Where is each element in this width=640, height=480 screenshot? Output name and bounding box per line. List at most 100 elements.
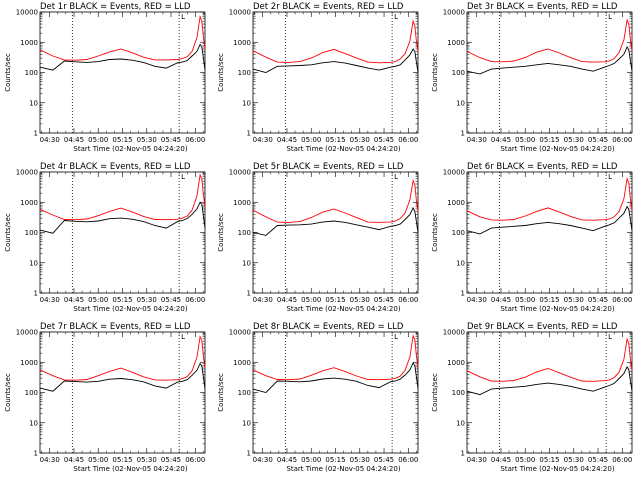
x-tick-label: 06:00 (612, 136, 632, 144)
y-tick-label: 10000 (16, 169, 38, 177)
y-tick-label: 10000 (16, 329, 38, 337)
panel-title: Det 9r BLACK = Events, RED = LLD (467, 322, 618, 332)
y-axis-label: Counts/sec (431, 213, 439, 252)
plot-frame (252, 331, 419, 454)
panel-5-svg: Det 5r BLACK = Events, RED = LLD 1 10 100 10… (217, 162, 419, 313)
detector-panel-1: Det 1r BLACK = Events, RED = LLD 1 10 100 10… (0, 0, 213, 160)
marker-flag: L (181, 173, 185, 181)
panel-title: Det 2r BLACK = Events, RED = LLD (253, 2, 404, 12)
x-tick-label: 06:00 (185, 296, 205, 304)
y-axis-label: Counts/sec (4, 213, 12, 252)
y-tick-label: 1 (247, 290, 251, 298)
x-axis-label: Start Time (02-Nov-05 04:24:20) (286, 305, 400, 313)
x-tick-label: 05:00 (515, 296, 535, 304)
series-line-events (466, 45, 633, 75)
x-tick-label: 05:30 (137, 296, 157, 304)
x-axis-label: Start Time (02-Nov-05 04:24:20) (500, 465, 614, 473)
x-tick-label: 05:30 (137, 456, 157, 464)
y-tick-label: 100 (25, 229, 38, 237)
series-line-lld (252, 19, 419, 64)
detector-panel-9: Det 9r BLACK = Events, RED = LLD 1 10 100 10… (427, 320, 640, 480)
panel-title: Det 1r BLACK = Events, RED = LLD (40, 2, 191, 12)
x-tick-label: 06:00 (612, 296, 632, 304)
series-line-lld (252, 334, 419, 381)
x-tick-label: 05:00 (515, 136, 535, 144)
y-tick-label: 1 (34, 290, 38, 298)
detector-panel-6: Det 6r BLACK = Events, RED = LLD 1 10 100 10… (427, 160, 640, 320)
y-tick-label: 1000 (20, 199, 38, 207)
y-axis-label: Counts/sec (4, 373, 12, 412)
x-tick-label: 04:45 (277, 296, 297, 304)
y-tick-label: 1000 (233, 359, 251, 367)
y-tick-label: 10 (242, 419, 251, 427)
x-tick-label: 05:00 (301, 136, 321, 144)
panel-title: Det 8r BLACK = Events, RED = LLD (253, 322, 404, 332)
x-tick-label: 04:45 (64, 456, 84, 464)
x-tick-label: 05:00 (301, 456, 321, 464)
y-tick-label: 10 (456, 99, 465, 107)
series-line-events (39, 43, 206, 71)
y-tick-label: 10000 (229, 169, 251, 177)
x-tick-label: 05:45 (161, 296, 181, 304)
marker-flag: L (608, 13, 612, 21)
y-tick-label: 1 (461, 450, 465, 458)
x-tick-label: 06:00 (398, 136, 418, 144)
detector-panel-7: Det 7r BLACK = Events, RED = LLD 1 10 100 10… (0, 320, 213, 480)
series-line-lld (39, 14, 206, 61)
x-tick-label: 04:30 (467, 136, 487, 144)
plot-frame (39, 171, 206, 294)
x-tick-label: 05:15 (539, 456, 559, 464)
x-tick-label: 04:30 (253, 296, 273, 304)
marker-flag: L (394, 173, 398, 181)
plot-frame (39, 11, 206, 134)
series-line-events (252, 361, 419, 394)
x-tick-label: 05:00 (515, 456, 535, 464)
x-axis-label: Start Time (02-Nov-05 04:24:20) (500, 145, 614, 153)
x-tick-label: 05:45 (588, 456, 608, 464)
y-tick-label: 1 (34, 130, 38, 138)
x-tick-label: 06:00 (185, 136, 205, 144)
x-tick-label: 06:00 (612, 456, 632, 464)
y-tick-label: 1 (247, 130, 251, 138)
y-tick-label: 1 (247, 450, 251, 458)
panel-9-svg: Det 9r BLACK = Events, RED = LLD 1 10 100 10… (431, 322, 633, 473)
panel-title: Det 4r BLACK = Events, RED = LLD (40, 162, 191, 172)
y-tick-label: 1000 (20, 39, 38, 47)
y-tick-label: 10 (242, 99, 251, 107)
x-tick-label: 05:00 (301, 296, 321, 304)
y-tick-label: 100 (238, 229, 251, 237)
x-tick-label: 05:15 (112, 136, 132, 144)
y-tick-label: 10 (29, 259, 38, 267)
x-axis-label: Start Time (02-Nov-05 04:24:20) (73, 305, 187, 313)
x-tick-label: 06:00 (398, 296, 418, 304)
y-tick-label: 1000 (20, 359, 38, 367)
series-line-events (39, 362, 206, 392)
x-tick-label: 04:45 (491, 136, 511, 144)
y-tick-label: 100 (238, 389, 251, 397)
detector-panel-5: Det 5r BLACK = Events, RED = LLD 1 10 100 10… (213, 160, 426, 320)
x-tick-label: 05:00 (88, 136, 108, 144)
y-tick-label: 10000 (443, 9, 465, 17)
x-tick-label: 05:30 (350, 136, 370, 144)
x-tick-label: 05:00 (88, 296, 108, 304)
y-tick-label: 10 (29, 99, 38, 107)
x-tick-label: 04:30 (40, 456, 60, 464)
plot-frame (252, 171, 419, 294)
x-tick-label: 05:30 (564, 136, 584, 144)
panel-4-svg: Det 4r BLACK = Events, RED = LLD 1 10 100 10… (4, 162, 206, 313)
x-axis-label: Start Time (02-Nov-05 04:24:20) (73, 145, 187, 153)
x-tick-label: 05:45 (374, 296, 394, 304)
y-tick-label: 1000 (233, 199, 251, 207)
x-tick-label: 05:45 (374, 136, 394, 144)
marker-flag: L (608, 333, 612, 341)
x-tick-label: 05:15 (325, 456, 345, 464)
x-tick-label: 05:15 (325, 296, 345, 304)
y-tick-label: 10 (456, 419, 465, 427)
series-line-events (252, 206, 419, 236)
x-tick-label: 06:00 (398, 456, 418, 464)
y-tick-label: 10000 (16, 9, 38, 17)
x-tick-label: 04:45 (491, 296, 511, 304)
x-tick-label: 05:15 (112, 296, 132, 304)
series-line-lld (39, 173, 206, 221)
